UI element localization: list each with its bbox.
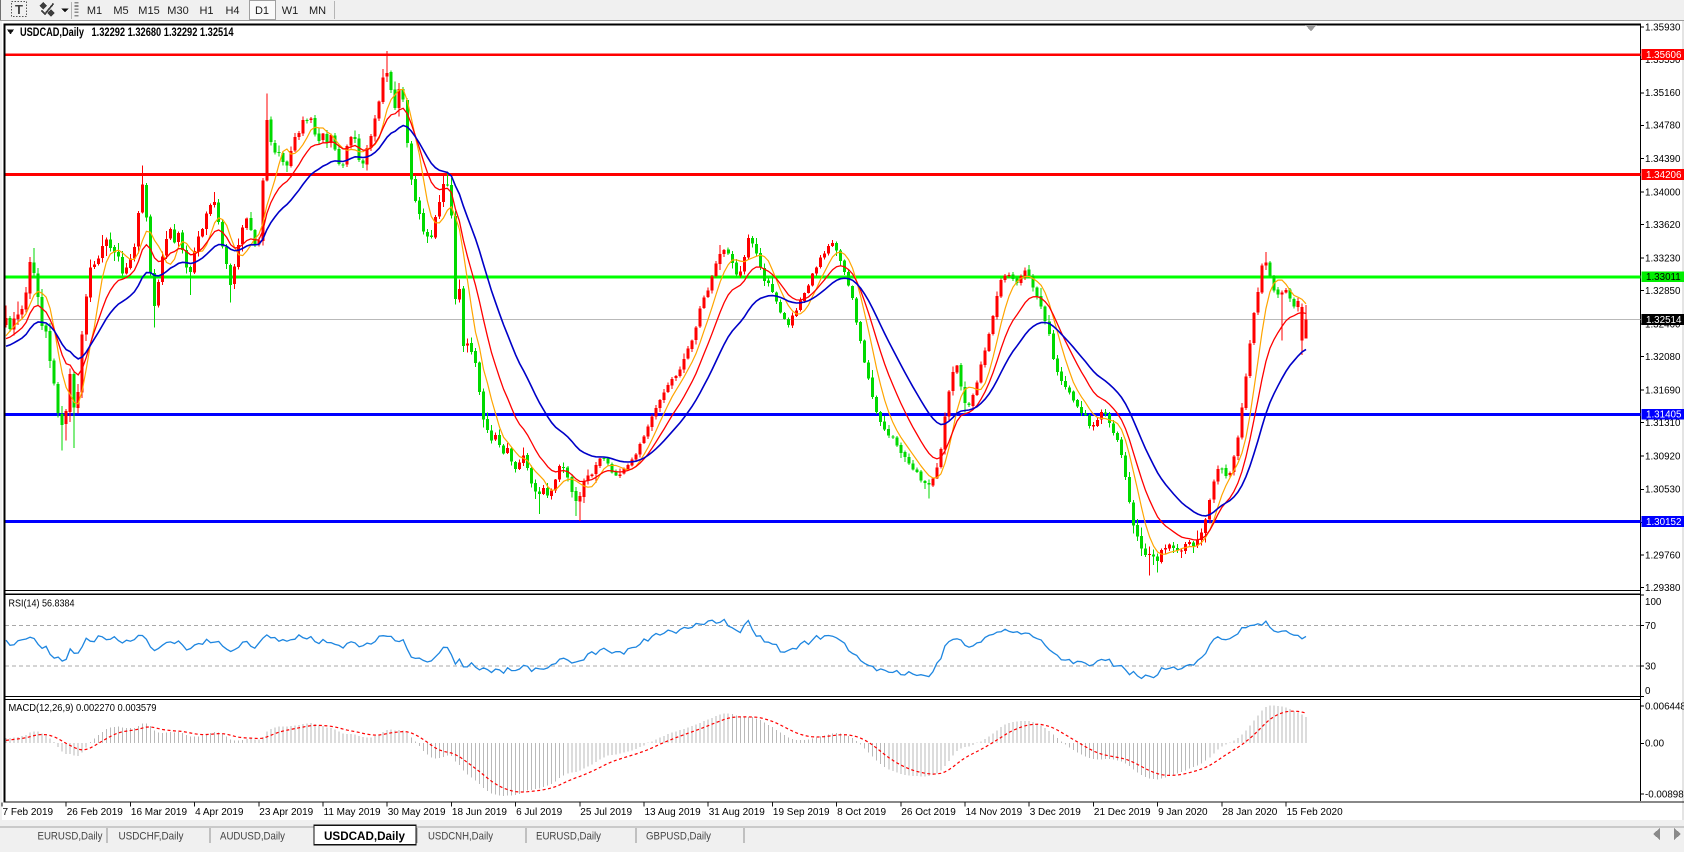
svg-text:1.32080: 1.32080 — [1645, 352, 1681, 363]
svg-text:1.30152: 1.30152 — [1646, 517, 1681, 528]
svg-text:4 Apr 2019: 4 Apr 2019 — [195, 807, 244, 818]
svg-text:1.32514: 1.32514 — [1646, 315, 1682, 326]
svg-text:70: 70 — [1645, 621, 1656, 632]
svg-text:1.30530: 1.30530 — [1645, 485, 1681, 496]
svg-text:30 May 2019: 30 May 2019 — [388, 807, 446, 818]
svg-text:31 Aug 2019: 31 Aug 2019 — [709, 807, 766, 818]
svg-text:7 Feb 2019: 7 Feb 2019 — [3, 807, 54, 818]
svg-text:AUDUSD,Daily: AUDUSD,Daily — [220, 831, 285, 843]
svg-text:23 Apr 2019: 23 Apr 2019 — [259, 807, 313, 818]
svg-text:-0.008982: -0.008982 — [1645, 789, 1684, 800]
svg-text:100: 100 — [1645, 597, 1662, 608]
svg-text:8 Oct 2019: 8 Oct 2019 — [837, 807, 886, 818]
svg-text:1.30920: 1.30920 — [1645, 451, 1681, 462]
svg-text:W1: W1 — [282, 5, 299, 17]
svg-text:28 Jan 2020: 28 Jan 2020 — [1222, 807, 1277, 818]
svg-text:16 Mar 2019: 16 Mar 2019 — [131, 807, 188, 818]
svg-text:1.29380: 1.29380 — [1645, 583, 1681, 594]
svg-text:1.35930: 1.35930 — [1645, 22, 1681, 33]
svg-text:15 Feb 2020: 15 Feb 2020 — [1287, 807, 1344, 818]
svg-text:H4: H4 — [225, 5, 239, 17]
svg-text:1.33011: 1.33011 — [1646, 272, 1681, 283]
svg-text:1.34390: 1.34390 — [1645, 154, 1681, 165]
svg-text:1.32850: 1.32850 — [1645, 286, 1681, 297]
svg-text:EURUSD,Daily: EURUSD,Daily — [38, 831, 103, 843]
svg-text:M5: M5 — [113, 5, 128, 17]
svg-text:D1: D1 — [255, 5, 269, 17]
svg-text:0: 0 — [1645, 686, 1651, 697]
svg-text:1.35160: 1.35160 — [1645, 88, 1681, 99]
svg-text:M30: M30 — [167, 5, 188, 17]
svg-text:0.006448: 0.006448 — [1645, 701, 1684, 712]
svg-text:T: T — [15, 2, 23, 17]
svg-text:USDCAD,Daily: USDCAD,Daily — [20, 25, 84, 39]
svg-text:13 Aug 2019: 13 Aug 2019 — [645, 807, 702, 818]
svg-text:1.34206: 1.34206 — [1646, 170, 1682, 181]
svg-text:1.31690: 1.31690 — [1645, 385, 1681, 396]
svg-text:1.34000: 1.34000 — [1645, 188, 1681, 199]
svg-text:18 Jun 2019: 18 Jun 2019 — [452, 807, 507, 818]
svg-text:1.29760: 1.29760 — [1645, 551, 1681, 562]
svg-text:USDCNH,Daily: USDCNH,Daily — [428, 831, 493, 843]
svg-text:21 Dec 2019: 21 Dec 2019 — [1094, 807, 1151, 818]
svg-text:1.34780: 1.34780 — [1645, 121, 1681, 132]
svg-text:M15: M15 — [138, 5, 159, 17]
svg-text:H1: H1 — [199, 5, 213, 17]
svg-text:0.00: 0.00 — [1645, 739, 1665, 750]
svg-text:26 Feb 2019: 26 Feb 2019 — [67, 807, 124, 818]
svg-text:MACD(12,26,9) 0.002270 0.00357: MACD(12,26,9) 0.002270 0.003579 — [9, 702, 157, 714]
svg-text:GBPUSD,Daily: GBPUSD,Daily — [646, 831, 711, 843]
svg-text:3 Dec 2019: 3 Dec 2019 — [1030, 807, 1082, 818]
svg-text:6 Jul 2019: 6 Jul 2019 — [516, 807, 563, 818]
svg-text:25 Jul 2019: 25 Jul 2019 — [580, 807, 632, 818]
svg-text:14 Nov 2019: 14 Nov 2019 — [966, 807, 1023, 818]
svg-text:1.33230: 1.33230 — [1645, 254, 1681, 265]
svg-text:RSI(14) 56.8384: RSI(14) 56.8384 — [9, 598, 75, 610]
svg-text:USDCHF,Daily: USDCHF,Daily — [119, 831, 184, 843]
svg-text:EURUSD,Daily: EURUSD,Daily — [536, 831, 601, 843]
svg-text:1.33620: 1.33620 — [1645, 220, 1681, 231]
svg-text:1.35606: 1.35606 — [1646, 50, 1682, 61]
svg-text:11 May 2019: 11 May 2019 — [324, 807, 382, 818]
svg-text:9 Jan 2020: 9 Jan 2020 — [1158, 807, 1208, 818]
svg-text:30: 30 — [1645, 661, 1656, 672]
svg-text:26 Oct 2019: 26 Oct 2019 — [901, 807, 956, 818]
svg-text:1.31405: 1.31405 — [1646, 410, 1682, 421]
svg-text:MN: MN — [309, 5, 326, 17]
svg-text:1.32292 1.32680 1.32292 1.3251: 1.32292 1.32680 1.32292 1.32514 — [92, 25, 234, 39]
svg-text:M1: M1 — [87, 5, 102, 17]
svg-text:19 Sep 2019: 19 Sep 2019 — [773, 807, 830, 818]
svg-text:USDCAD,Daily: USDCAD,Daily — [324, 829, 405, 843]
